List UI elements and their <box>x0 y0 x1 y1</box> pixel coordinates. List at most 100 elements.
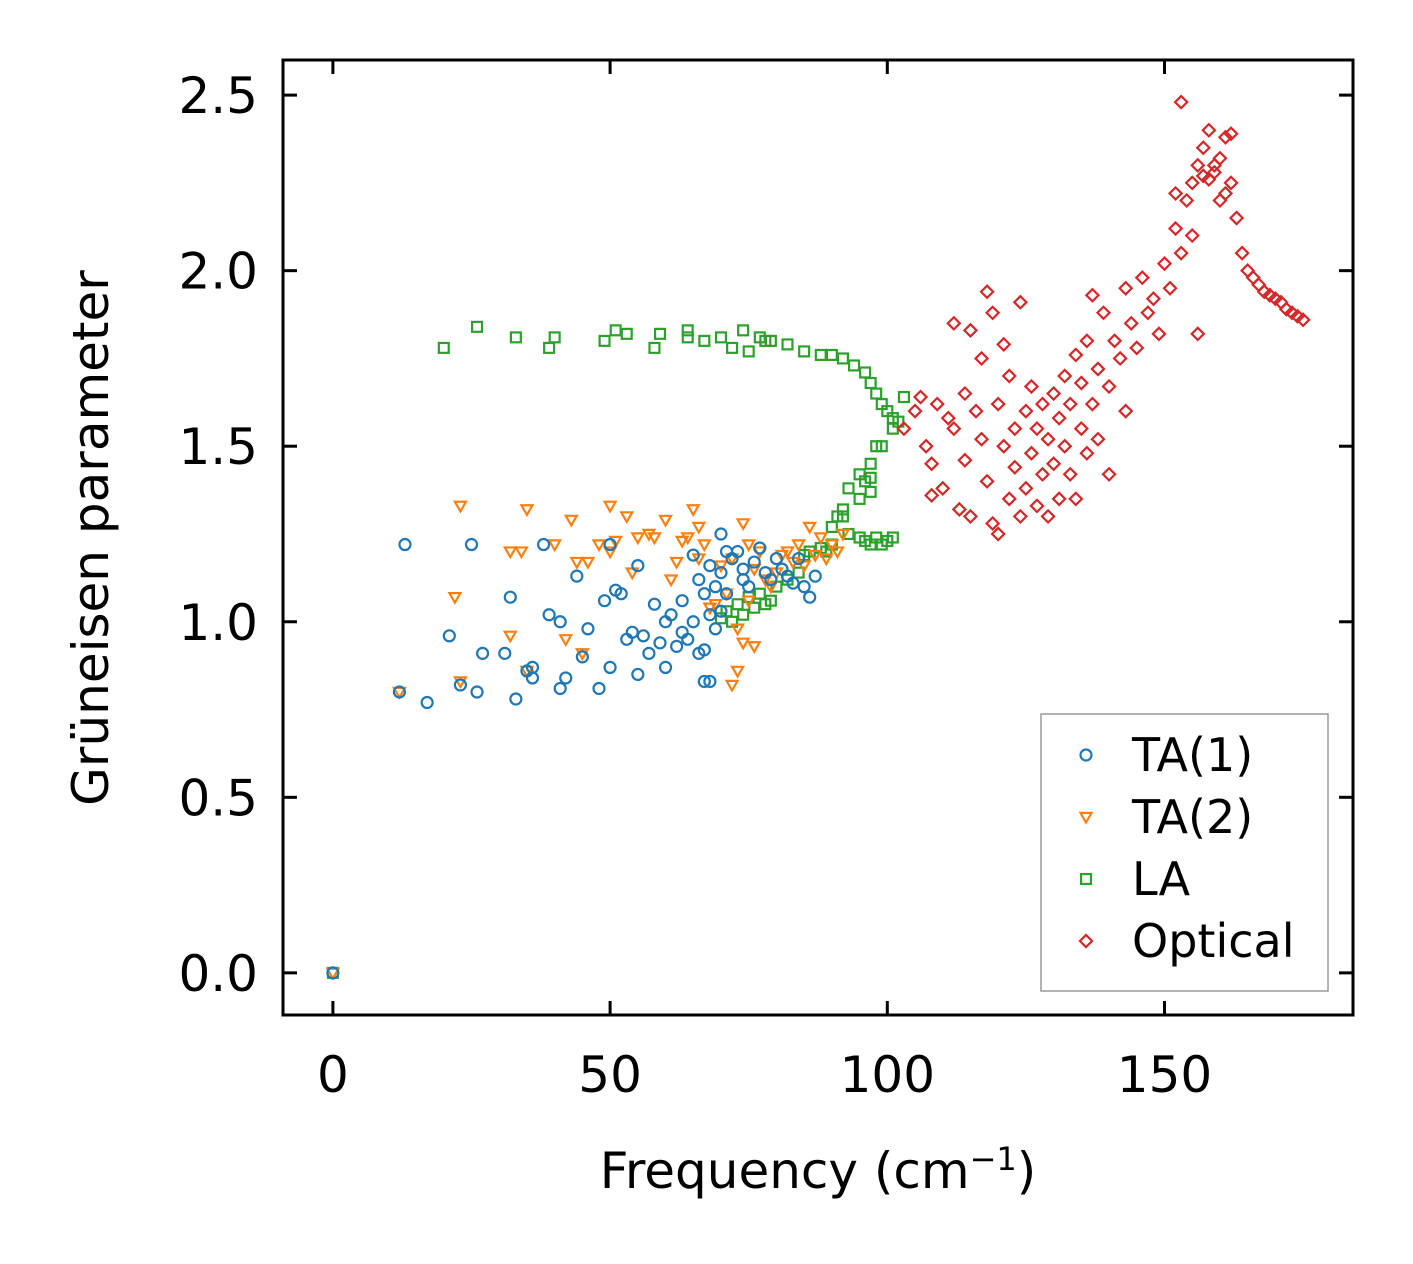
data-point <box>929 396 945 412</box>
data-point <box>513 546 529 560</box>
data-point <box>798 345 811 358</box>
data-point <box>713 560 729 574</box>
data-point <box>985 305 1001 321</box>
data-point <box>724 679 740 693</box>
data-point <box>973 431 990 447</box>
data-point <box>818 553 834 567</box>
legend-label: LA <box>1132 852 1191 906</box>
data-point <box>1023 445 1040 461</box>
series-la <box>326 320 910 979</box>
data-point <box>1001 491 1017 507</box>
data-point <box>631 667 645 682</box>
data-point <box>647 532 662 546</box>
data-point <box>674 535 690 549</box>
data-point <box>1184 227 1200 244</box>
data-point <box>653 636 667 650</box>
data-point <box>603 537 617 552</box>
data-point <box>859 475 872 488</box>
data-point <box>509 331 522 344</box>
data-point <box>559 671 573 685</box>
data-point <box>918 438 934 454</box>
data-point <box>708 598 723 612</box>
data-point <box>1057 368 1073 384</box>
data-point <box>990 526 1006 542</box>
data-point <box>990 396 1006 412</box>
y-tick-label: 2.5 <box>178 67 258 125</box>
data-point <box>951 501 967 518</box>
data-point <box>558 634 574 648</box>
data-point <box>1029 498 1045 514</box>
data-point <box>1190 326 1206 342</box>
data-point <box>1018 480 1034 496</box>
data-point <box>708 622 723 636</box>
x-axis-label: Frequency (cm−1) <box>600 1140 1037 1200</box>
data-point <box>658 660 673 675</box>
data-point <box>630 532 646 546</box>
data-point <box>1145 291 1162 307</box>
data-point <box>946 315 962 331</box>
data-point <box>1167 185 1184 202</box>
data-point <box>814 348 827 361</box>
data-point <box>470 685 484 699</box>
data-point <box>1046 456 1062 472</box>
data-point <box>696 539 712 553</box>
data-point <box>1012 508 1028 525</box>
y-axis-label: Grüneisen parameter <box>62 270 120 806</box>
data-point <box>658 514 673 528</box>
legend-marker-optical <box>1078 933 1094 949</box>
data-point <box>619 511 635 525</box>
data-point <box>807 549 823 563</box>
series-optical <box>896 94 1311 542</box>
data-point <box>686 548 700 562</box>
data-point <box>1007 421 1023 437</box>
data-point <box>503 590 517 604</box>
data-point <box>1073 421 1089 437</box>
data-point <box>685 504 701 518</box>
data-point <box>808 569 822 583</box>
data-point <box>1007 459 1023 475</box>
data-point <box>453 678 468 692</box>
y-tick-label: 0.0 <box>178 945 258 1003</box>
data-point <box>475 646 490 660</box>
data-point <box>875 440 888 453</box>
data-point <box>836 352 849 365</box>
data-point <box>886 531 899 544</box>
data-point <box>746 641 762 655</box>
data-point <box>924 487 940 503</box>
data-point <box>1040 508 1056 525</box>
data-point <box>962 322 979 338</box>
data-point <box>946 421 962 437</box>
data-point <box>597 594 612 608</box>
data-point <box>791 551 806 566</box>
data-point <box>985 515 1001 532</box>
data-point <box>1051 491 1067 507</box>
data-point <box>1057 438 1073 454</box>
legend-label: Optical <box>1132 914 1294 968</box>
data-point <box>631 558 645 573</box>
data-point <box>703 674 717 689</box>
data-point <box>447 591 463 605</box>
data-point <box>542 608 556 622</box>
data-point <box>614 587 628 601</box>
data-point <box>803 590 817 604</box>
data-point <box>675 594 689 608</box>
data-point <box>774 549 790 563</box>
data-point <box>735 518 751 532</box>
data-point <box>824 539 840 553</box>
data-point <box>1295 312 1311 328</box>
data-point <box>392 686 407 700</box>
data-point <box>737 324 750 337</box>
data-point <box>864 457 877 470</box>
data-point <box>842 482 855 495</box>
data-point <box>1112 350 1128 367</box>
data-point <box>636 629 650 643</box>
data-point <box>1084 396 1101 412</box>
data-point <box>563 514 579 528</box>
data-point <box>680 532 696 546</box>
data-point <box>979 473 995 489</box>
data-point <box>996 336 1012 352</box>
data-point <box>940 410 956 426</box>
data-point <box>742 580 756 594</box>
data-point <box>825 348 838 361</box>
data-point <box>670 639 684 653</box>
